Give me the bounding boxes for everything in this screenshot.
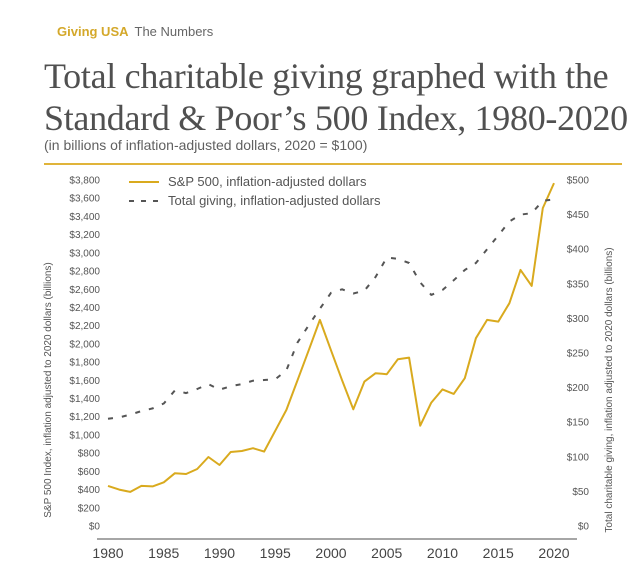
legend-label-sp500: S&P 500, inflation-adjusted dollars (168, 174, 367, 189)
left-tick-label: $200 (78, 503, 101, 514)
left-tick-label: $3,600 (69, 194, 100, 205)
left-tick-label: $1,000 (69, 430, 100, 441)
x-tick-label: 1990 (204, 545, 235, 561)
left-axis-ticks: $0 $200 $400 $600 $800 $1,000 $1,200 $1,400 $1,6… (69, 176, 100, 533)
left-tick-label: $2,800 (69, 267, 100, 278)
left-tick-label: $2,000 (69, 339, 100, 350)
left-tick-label: $1,600 (69, 376, 100, 387)
x-tick-label: 1995 (260, 545, 291, 561)
chart-title: Total charitable giving graphed with the… (44, 55, 634, 139)
kicker: Giving USA The Numbers (57, 24, 213, 39)
left-tick-label: $3,800 (69, 176, 100, 187)
title-line-1: Total charitable giving graphed with the (44, 56, 609, 96)
right-tick-label: $500 (567, 176, 590, 187)
series-line-sp500 (107, 182, 555, 493)
left-tick-label: $2,400 (69, 303, 100, 314)
right-tick-label: $0 (578, 522, 590, 533)
left-tick-label: $1,200 (69, 412, 100, 423)
x-tick-label: 2020 (538, 545, 569, 561)
left-tick-label: $2,600 (69, 285, 100, 296)
x-axis-ticks: 1980 1985 1990 1995 2000 2005 2010 2015 2020 (92, 545, 569, 561)
right-tick-label: $200 (567, 383, 590, 394)
left-tick-label: $600 (78, 467, 101, 478)
right-tick-label: $50 (572, 487, 589, 498)
x-tick-label: 1980 (92, 545, 123, 561)
right-axis-label: Total charitable giving, inflation adjus… (604, 247, 615, 532)
x-tick-label: 2005 (371, 545, 402, 561)
brand-label: Giving USA (57, 24, 129, 39)
right-tick-label: $250 (567, 349, 590, 360)
x-tick-label: 2010 (427, 545, 458, 561)
right-tick-label: $400 (567, 245, 590, 256)
title-divider (44, 163, 622, 165)
title-line-2: Standard & Poor’s 500 Index, 1980-2020 (44, 98, 628, 138)
x-tick-label: 2000 (315, 545, 346, 561)
right-axis-ticks: $0 $50 $100 $150 $200 $250 $300 $350 $400 $450 $50… (567, 176, 590, 533)
left-tick-label: $3,200 (69, 230, 100, 241)
right-tick-label: $450 (567, 210, 590, 221)
chart-subtitle: (in billions of inflation-adjusted dolla… (44, 137, 368, 153)
section-label: The Numbers (134, 24, 214, 39)
right-tick-label: $350 (567, 279, 590, 290)
right-tick-label: $150 (567, 418, 590, 429)
left-tick-label: $2,200 (69, 321, 100, 332)
left-tick-label: $400 (78, 485, 101, 496)
left-tick-label: $3,400 (69, 212, 100, 223)
left-tick-label: $0 (89, 522, 101, 533)
left-axis-label: S&P 500 Index, inflation adjusted to 202… (43, 262, 54, 518)
x-tick-label: 1985 (148, 545, 179, 561)
legend: S&P 500, inflation-adjusted dollars Tota… (129, 174, 381, 208)
x-tick-label: 2015 (483, 545, 514, 561)
left-tick-label: $1,800 (69, 358, 100, 369)
series-line-total-giving (107, 198, 555, 420)
right-tick-label: $300 (567, 314, 590, 325)
left-tick-label: $800 (78, 449, 101, 460)
right-tick-label: $100 (567, 452, 590, 463)
left-tick-label: $1,400 (69, 394, 100, 405)
left-tick-label: $3,000 (69, 248, 100, 259)
legend-label-giving: Total giving, inflation-adjusted dollars (168, 193, 381, 208)
series-group (107, 182, 555, 493)
